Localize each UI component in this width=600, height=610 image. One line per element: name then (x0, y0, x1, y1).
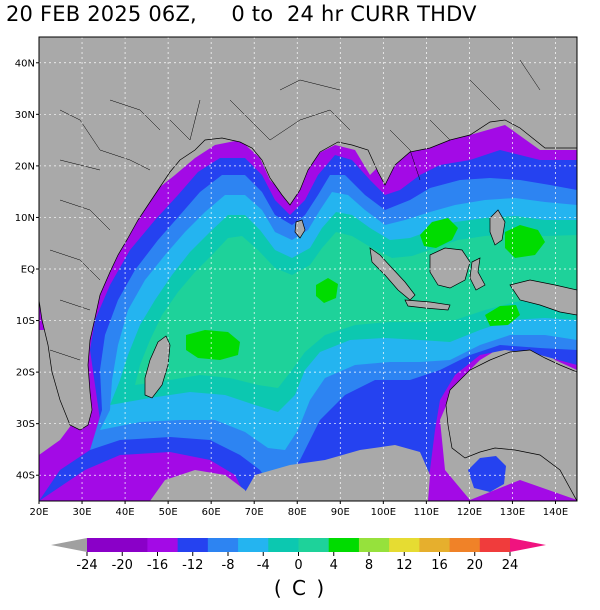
colorbar-low-arrow (51, 538, 87, 552)
colorbar-segment (87, 538, 118, 552)
lon-label: 60E (202, 507, 221, 518)
land-south-block-right (240, 445, 430, 501)
colorbar-segment (117, 538, 148, 552)
lat-label: 20N (15, 161, 35, 172)
lat-label: 30S (16, 419, 35, 430)
map-plot-area (39, 37, 577, 501)
colorbar-label: -12 (182, 558, 203, 573)
colorbar-label: -20 (112, 558, 133, 573)
lon-label: 100E (371, 507, 396, 518)
title-field: CURR THDV (350, 2, 477, 26)
border-se-asia (389, 59, 541, 181)
patch-timor (485, 305, 520, 326)
colorbar-segment (449, 538, 481, 552)
title-range: 0 to 24 hr (231, 2, 344, 26)
lon-label: 110E (414, 507, 439, 518)
land-sulawesi (469, 257, 486, 291)
patch-borneo (420, 218, 458, 248)
land-java (404, 299, 451, 311)
lat-label: 30N (15, 110, 35, 121)
colorbar-label: -16 (147, 558, 168, 573)
colorbar-segment (419, 538, 451, 552)
colorbar-segment (298, 538, 330, 552)
positive-anomaly-patches (186, 218, 545, 360)
latitude-labels: 40N 30N 20N 10N EQ 10S 20S 30S 40S (15, 58, 39, 482)
colorbar-segment (238, 538, 269, 552)
lon-label: 70E (245, 507, 264, 518)
land-madagascar (144, 335, 171, 399)
colorbar-units: ( C ) (273, 576, 327, 600)
colorbar-segment (479, 538, 511, 552)
lon-label: 40E (116, 507, 135, 518)
colorbar-label: -4 (257, 558, 270, 573)
border-india (229, 79, 351, 141)
lon-label: 50E (159, 507, 178, 518)
colorbar-label: -24 (76, 558, 97, 573)
patch-equatorial (316, 278, 338, 303)
land-new-guinea (509, 279, 577, 316)
land-australia (445, 349, 577, 501)
colorbar-label: 16 (431, 558, 448, 573)
land-africa-asia (39, 37, 577, 431)
title-date: 20 FEB 2025 06Z, (6, 2, 197, 26)
lat-label: 10S (16, 316, 35, 327)
colorbar-high-arrow (510, 538, 546, 552)
lon-label: 140E (543, 507, 568, 518)
map-title: 20 FEB 2025 06Z, 0 to 24 hr CURR THDV (6, 2, 477, 26)
colorbar-segment (268, 538, 299, 552)
lon-label: 30E (73, 507, 92, 518)
colorbar: -24 -20 -16 -12 -8 -4 0 4 8 12 16 20 24 (51, 538, 546, 573)
colorbar-segment (207, 538, 239, 552)
colorbar-segment (147, 538, 179, 552)
colorbar-label: 12 (396, 558, 413, 573)
patch-central-south (186, 330, 240, 360)
country-borders (49, 59, 541, 361)
lat-label: 10N (15, 213, 35, 224)
cold-spot-south (468, 456, 506, 492)
land-borneo (429, 247, 471, 289)
lon-label: 20E (29, 507, 48, 518)
colorbar-label: 20 (466, 558, 483, 573)
lon-label: 120E (457, 507, 482, 518)
border-arabia (59, 99, 201, 171)
lon-label: 130E (500, 507, 525, 518)
colorbar-segment (389, 538, 420, 552)
colorbar-label: -8 (222, 558, 235, 573)
colorbar-label: 8 (365, 558, 373, 573)
lat-label: 40S (16, 471, 35, 482)
colorbar-segment (177, 538, 209, 552)
graticule (39, 37, 577, 501)
colorbar-segment (358, 538, 390, 552)
colorbar-segment (328, 538, 360, 552)
colorbar-label: 4 (330, 558, 338, 573)
lat-label: EQ (21, 265, 35, 276)
ocean-anomaly-bands (39, 125, 577, 501)
border-africa (49, 199, 111, 361)
land-south-block-center (150, 470, 250, 501)
colorbar-label: 0 (294, 558, 302, 573)
longitude-labels: 20E 30E 40E 50E 60E 70E 80E 90E 100E 110E 120E 130E… (29, 501, 568, 518)
lon-label: 80E (288, 507, 307, 518)
lat-label: 20S (16, 368, 35, 379)
land-masses (39, 37, 577, 501)
land-philippines (489, 209, 506, 246)
patch-philippines (505, 225, 545, 258)
land-sumatra (369, 247, 416, 301)
lat-label: 40N (15, 58, 35, 69)
lon-label: 90E (331, 507, 350, 518)
colorbar-label: 24 (502, 558, 519, 573)
